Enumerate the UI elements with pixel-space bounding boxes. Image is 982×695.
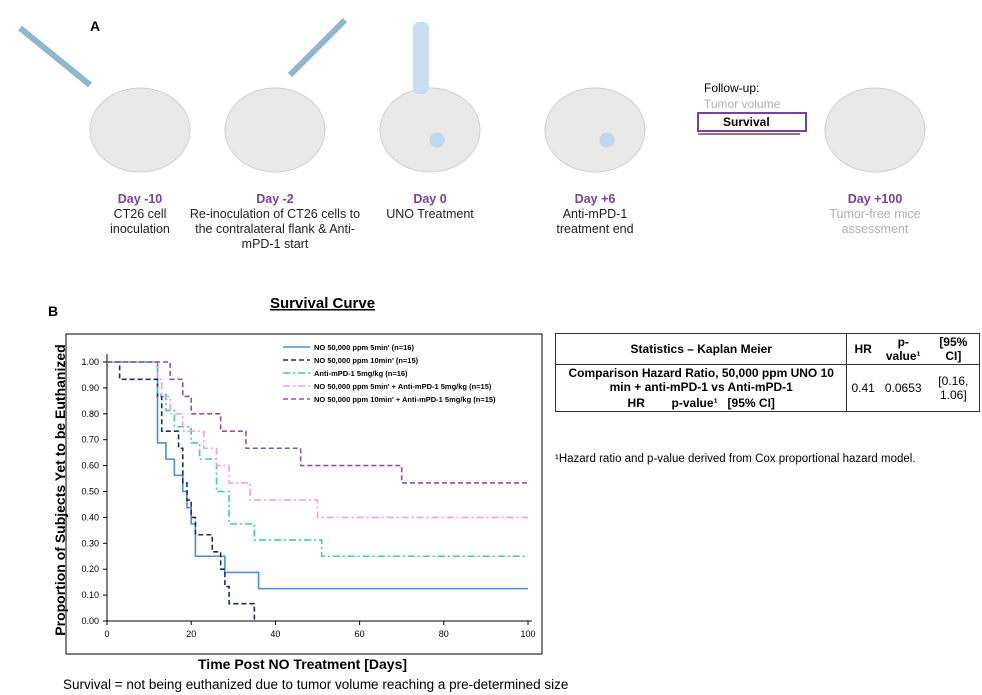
panel-label: B bbox=[48, 303, 58, 319]
table-cell: 0.41 bbox=[847, 365, 879, 412]
y-tick-label: 0.00 bbox=[81, 616, 99, 626]
step-day: Day +6 bbox=[505, 192, 685, 207]
y-tick-label: 0.60 bbox=[81, 461, 99, 471]
table-cell: 0.0653 bbox=[879, 365, 928, 412]
table-header: [95% CI] bbox=[928, 334, 980, 365]
syringes bbox=[20, 20, 345, 85]
step-desc: Anti-mPD-1 treatment end bbox=[505, 207, 685, 237]
y-tick-label: 0.90 bbox=[81, 383, 99, 393]
page: Survival Curve 0.00 0.10 0.20 0.30 0.40 0.50 0… bbox=[0, 0, 982, 695]
y-tick-label: 0.20 bbox=[81, 564, 99, 574]
y-tick-label: 0.10 bbox=[81, 590, 99, 600]
survival-curve bbox=[107, 362, 254, 621]
step-desc: Re-inoculation of CT26 cells to the cont… bbox=[185, 207, 365, 252]
table-header: Statistics – Kaplan Meier bbox=[556, 334, 847, 365]
x-axis-label: Time Post NO Treatment [Days] bbox=[198, 656, 407, 672]
gas-cylinder bbox=[413, 22, 429, 94]
step-day: Day -2 bbox=[185, 192, 365, 207]
chart-title: Survival Curve bbox=[270, 295, 375, 312]
legend-label: Anti-mPD-1 5mg/kg (n=16) bbox=[314, 369, 408, 378]
caption: Survival = not being euthanized due to t… bbox=[63, 677, 568, 692]
y-tick-label: 0.40 bbox=[81, 512, 99, 522]
legend-label: NO 50,000 ppm 10min' (n=15) bbox=[314, 356, 419, 365]
x-tick-label: 0 bbox=[104, 629, 109, 639]
followup-item: Survival bbox=[723, 115, 770, 129]
y-tick-label: 0.70 bbox=[81, 435, 99, 445]
x-tick-label: 20 bbox=[186, 629, 196, 639]
step-desc: Tumor-free mice assessment bbox=[785, 207, 965, 237]
followup-title: Follow-up: bbox=[704, 81, 759, 95]
x-tick-label: 60 bbox=[355, 629, 365, 639]
panel-label: A bbox=[90, 18, 100, 34]
x-tick-label: 100 bbox=[520, 629, 535, 639]
y-axis-label: Proportion of Subjects Yet to be Euthani… bbox=[52, 330, 68, 650]
y-tick-label: 0.30 bbox=[81, 538, 99, 548]
y-tick-label: 1.00 bbox=[81, 357, 99, 367]
table-cell: Comparison Hazard Ratio, 50,000 ppm UNO … bbox=[556, 365, 847, 396]
step-desc: UNO Treatment bbox=[340, 207, 520, 222]
survival-curve bbox=[107, 362, 528, 483]
step-day: Day 0 bbox=[340, 192, 520, 207]
table-cell: [0.16, 1.06] bbox=[928, 365, 980, 412]
y-tick-label: 0.50 bbox=[81, 487, 99, 497]
legend-label: NO 50,000 ppm 5min' + Anti-mPD-1 5mg/kg … bbox=[314, 382, 492, 391]
legend-label: NO 50,000 ppm 5min' (n=16) bbox=[314, 343, 414, 352]
x-tick-label: 80 bbox=[439, 629, 449, 639]
x-tick-label: 40 bbox=[270, 629, 280, 639]
legend-label: NO 50,000 ppm 10min' + Anti-mPD-1 5mg/kg… bbox=[314, 395, 496, 404]
footnote: ¹Hazard ratio and p-value derived from C… bbox=[555, 453, 916, 465]
y-tick-label: 0.80 bbox=[81, 409, 99, 419]
step-day: Day +100 bbox=[785, 192, 965, 207]
table-header: p-value¹ bbox=[879, 334, 928, 365]
followup-item: Tumor volume bbox=[704, 97, 780, 111]
table-cell: HR p-value¹ [95% CI] bbox=[556, 395, 847, 412]
table-header: HR bbox=[847, 334, 879, 365]
